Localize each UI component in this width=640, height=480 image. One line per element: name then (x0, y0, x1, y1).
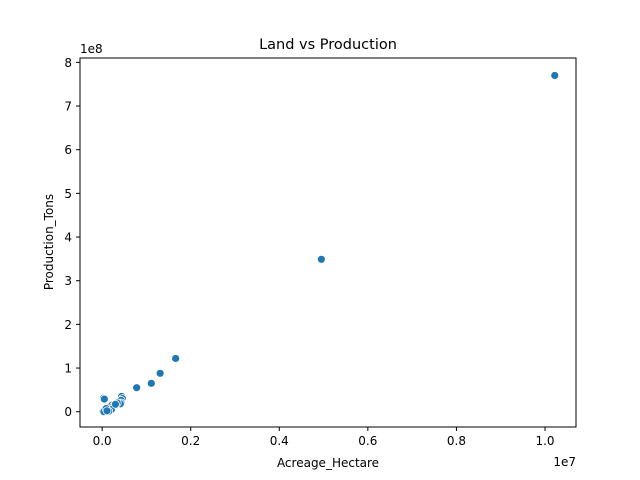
x-tick-label: 0.0 (93, 434, 112, 448)
x-axis-label: Acreage_Hectare (277, 456, 379, 470)
y-tick-label: 0 (64, 405, 72, 419)
data-point (102, 406, 112, 416)
data-point (99, 394, 109, 404)
chart-title: Land vs Production (259, 37, 397, 53)
y-axis-label: Production_Tons (42, 194, 56, 290)
y-axis-ticks: 0 1 2 3 4 5 6 7 8 (64, 56, 80, 419)
x-tick-label: 1.0 (535, 434, 554, 448)
data-point (146, 378, 156, 388)
data-point (550, 71, 560, 80)
data-point (171, 354, 181, 363)
x-tick-label: 0.2 (181, 434, 200, 448)
x-tick-label: 0.8 (447, 434, 466, 448)
y-tick-label: 7 (64, 100, 72, 114)
y-tick-label: 2 (64, 318, 72, 332)
x-axis-ticks: 0.0 0.2 0.4 0.6 0.8 1.0 (93, 427, 555, 448)
y-tick-label: 3 (64, 274, 72, 288)
y-axis-offset-label: 1e8 (80, 42, 103, 56)
data-point (132, 383, 142, 393)
y-tick-label: 6 (64, 143, 72, 157)
x-tick-label: 0.6 (358, 434, 377, 448)
x-tick-label: 0.4 (270, 434, 289, 448)
y-tick-label: 1 (64, 362, 72, 376)
data-point (316, 254, 326, 264)
y-tick-label: 8 (64, 56, 72, 70)
data-points (98, 71, 560, 417)
y-tick-label: 4 (64, 231, 72, 245)
x-axis-offset-label: 1e7 (553, 455, 576, 469)
plot-frame (79, 57, 577, 428)
data-point (155, 368, 165, 378)
y-tick-label: 5 (64, 187, 72, 201)
data-point (111, 399, 120, 409)
